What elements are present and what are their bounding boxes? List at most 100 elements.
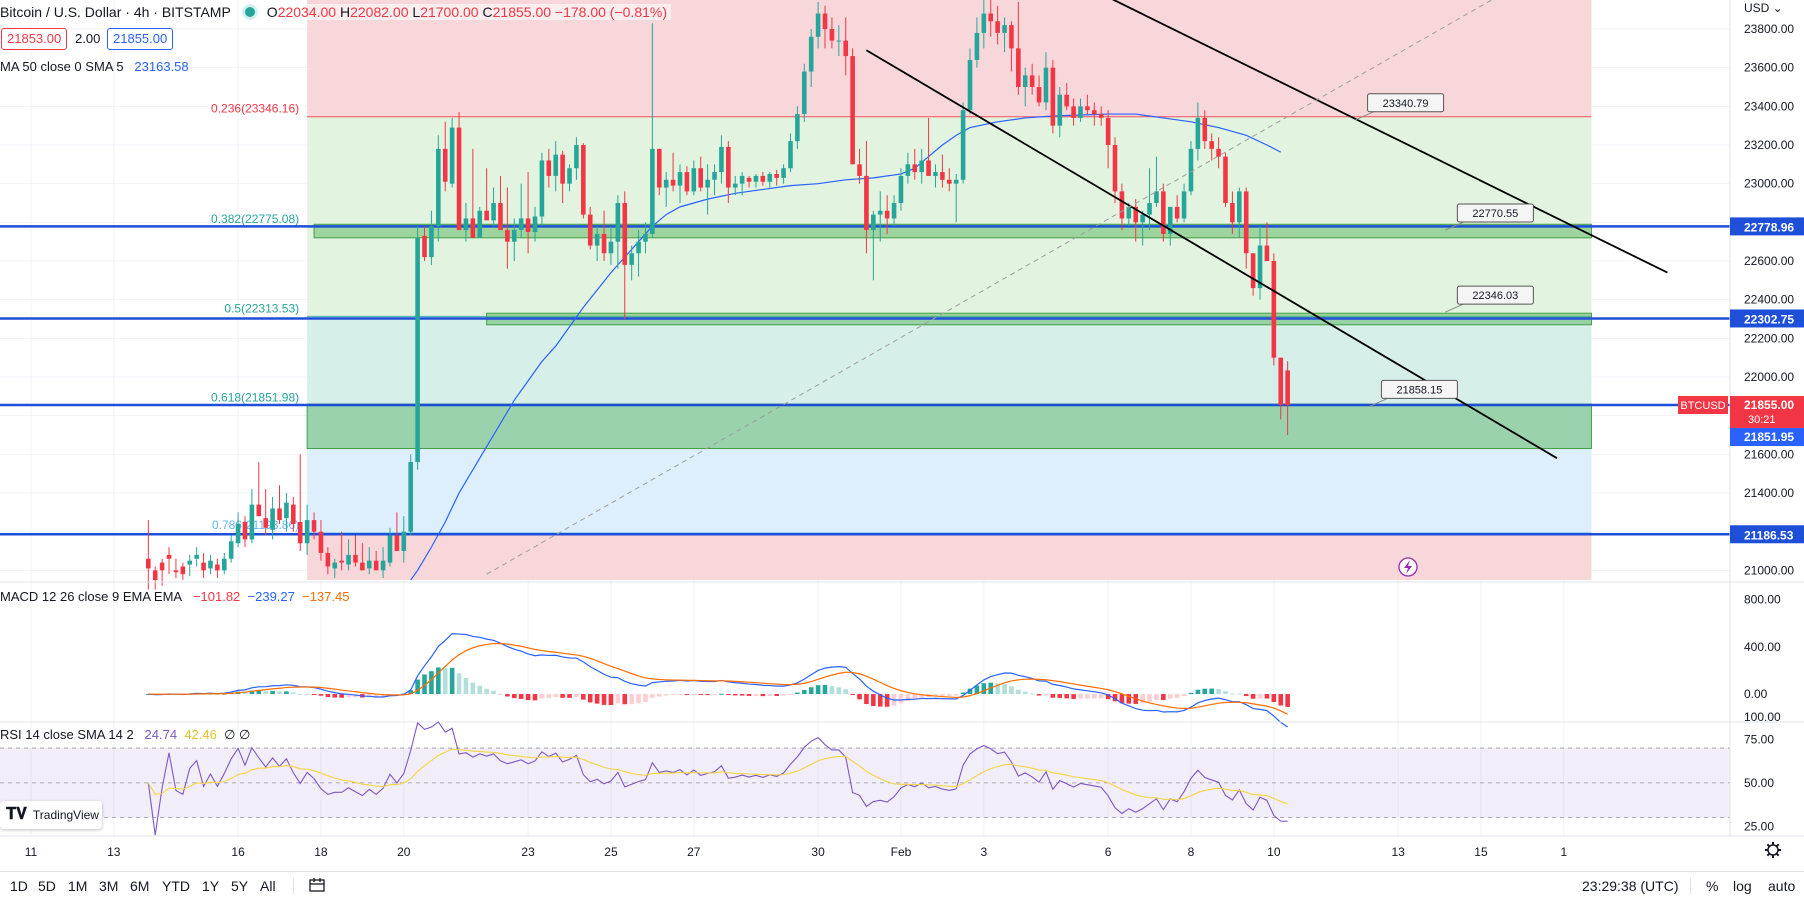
candle [1161,183,1166,242]
macd-bar [1209,688,1214,695]
tradingview-logo[interactable]: 𝐓𝐕 TradingView [0,801,102,829]
macd-bar [933,694,938,697]
candle [1223,152,1228,207]
candle [339,531,344,571]
candle-body [1140,214,1145,223]
range-ytd-button[interactable]: YTD [162,878,190,894]
candle [546,148,552,188]
candle [1209,133,1214,161]
sell-price-box[interactable]: 21853.00 [1,28,68,50]
candle [415,226,420,470]
symbol-title[interactable]: Bitcoin / U.S. Dollar · 4h · BITSTAMP [0,4,231,20]
macd-bar [353,694,358,698]
candle-body [698,168,704,188]
range-1y-button[interactable]: 1Y [202,878,220,894]
candle-body [415,237,420,463]
range-all-button[interactable]: All [260,878,276,894]
time-tick-label: 23 [521,845,535,859]
low-label: L [412,4,421,20]
candle [926,117,931,176]
candle [981,0,987,49]
rsi-indicator-label[interactable]: RSI 14 close SMA 14 2 24.74 42.46 ∅ ∅ [0,727,250,743]
price-tick-label: 22000.00 [1744,370,1794,384]
candle-body [1188,148,1194,192]
candle [753,174,759,188]
candle [277,485,282,524]
macd-bar [1271,694,1277,703]
percent-scale-button[interactable]: % [1706,878,1719,894]
candle [387,527,393,567]
macd-bar [1237,693,1242,695]
candle [843,17,849,76]
log-scale-button[interactable]: log [1733,878,1752,894]
buy-price-box[interactable]: 21855.00 [107,28,174,50]
candle [850,48,855,165]
candle-body [1271,261,1277,358]
callout-box [1456,285,1534,305]
candle [318,520,324,561]
macd-bar [1050,694,1056,698]
gear-tooth [1775,852,1780,857]
macd-bar [712,694,717,696]
range-1d-button[interactable]: 1D [10,878,28,894]
candle [912,148,918,180]
candle [1257,226,1263,300]
candle [505,187,510,269]
candle [1043,52,1049,111]
macd-bar [726,694,731,696]
candle-body [304,520,310,544]
macd-bar [539,694,545,699]
macd-bar [677,694,683,696]
candle [152,566,158,590]
candle-body [277,508,282,521]
candle-body [436,148,441,227]
currency-label: USD ⌄ [1744,1,1783,15]
candle [1147,168,1152,231]
candle-body [1022,75,1028,87]
close-label: C [482,4,493,20]
macd-bar [946,694,952,696]
range-3m-button[interactable]: 3M [99,878,119,894]
settings-gear-icon[interactable] [1765,842,1781,858]
range-5y-button[interactable]: 5Y [231,878,249,894]
auto-scale-button[interactable]: auto [1768,878,1796,894]
macd-bar [705,694,710,696]
candle-body [746,177,752,182]
market-status-icon[interactable] [244,7,255,17]
macd-bar [836,687,842,695]
candle [726,141,731,203]
macd-bar [719,693,724,695]
candle-body [953,179,959,184]
candle [436,135,441,242]
candle-body [1029,75,1035,87]
calendar-icon[interactable] [308,876,326,896]
macd-bar [291,692,296,695]
candle-body [1285,370,1290,406]
time-tick-label: 18 [314,845,328,859]
macd-bar [1216,688,1221,695]
candle [1264,222,1270,261]
candle-body [795,114,800,142]
range-1m-button[interactable]: 1M [68,878,88,894]
price-axis: USD ⌄21000.0021200.0021400.0021600.00218… [1678,0,1804,836]
candle [1071,98,1076,126]
clock-readout[interactable]: 23:29:38 (UTC) [1582,878,1679,894]
candle [394,512,400,551]
macd-bar [215,693,220,695]
ma-indicator-label[interactable]: MA 50 close 0 SMA 5 23163.58 [0,59,189,74]
candle [208,554,213,575]
price-tick-label: 23000.00 [1744,177,1794,191]
range-5d-button[interactable]: 5D [38,878,56,894]
macd-tick-label: 400.00 [1744,640,1781,654]
macd-bar [1057,694,1063,698]
candle-body [1209,141,1214,149]
candle-body [208,560,213,569]
candle [663,172,669,207]
range-6m-button[interactable]: 6M [130,878,150,894]
macd-bar [622,694,628,705]
macd-indicator-label[interactable]: MACD 12 26 close 9 EMA EMA −101.82 −239.… [0,589,349,604]
macd-bar [560,694,565,698]
macd-bar [574,694,579,698]
macd-bar [1285,694,1290,707]
